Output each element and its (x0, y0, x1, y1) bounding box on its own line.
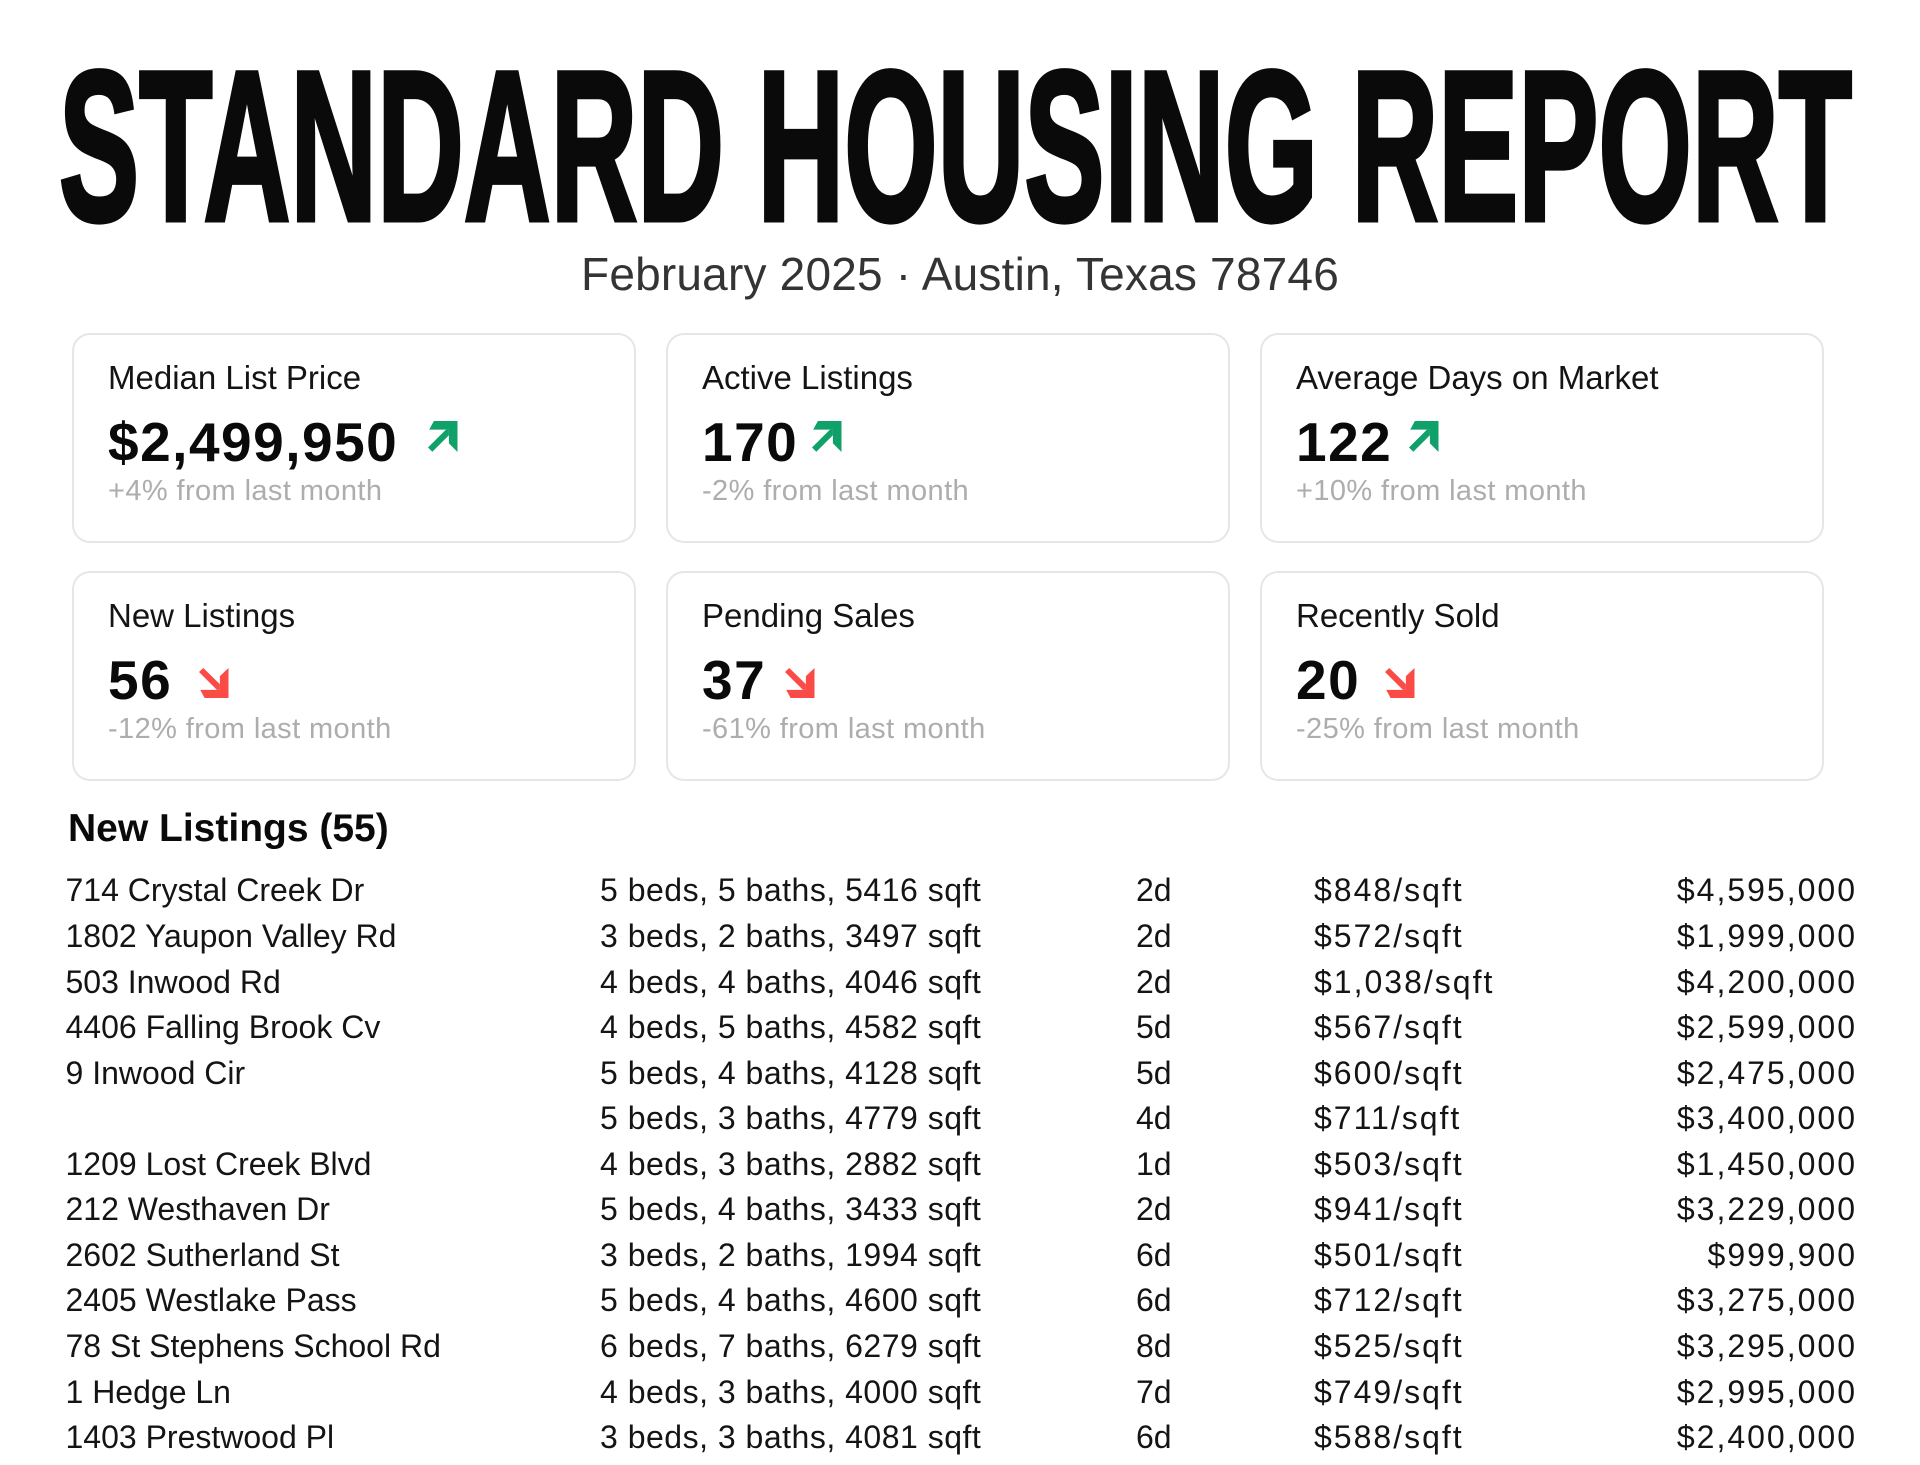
svg-text:STANDARD HOUSING REPORT: STANDARD HOUSING REPORT (59, 27, 1852, 260)
